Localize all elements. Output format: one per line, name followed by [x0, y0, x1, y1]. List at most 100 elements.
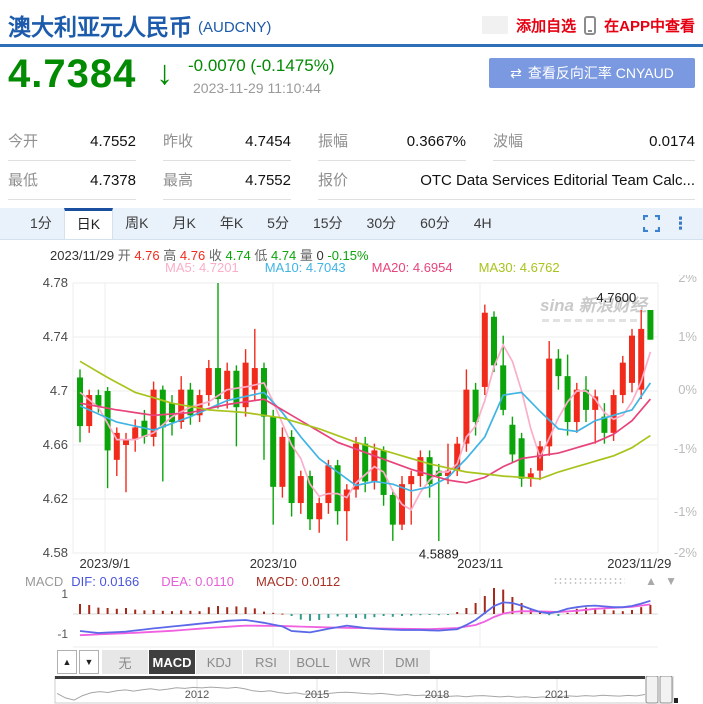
period-tab-4H[interactable]: 4H: [473, 215, 492, 231]
svg-text:4.74: 4.74: [43, 329, 68, 344]
period-tab-1分[interactable]: 1分: [30, 215, 52, 231]
page-title: 澳大利亚元人民币: [8, 14, 192, 40]
panel-down-icon[interactable]: ▼: [665, 574, 677, 588]
annotations: 4.7600 4.5889: [419, 290, 636, 562]
period-tab-周K[interactable]: 周K: [125, 215, 149, 231]
svg-text:4.62: 4.62: [43, 491, 68, 506]
price-change: -0.0070 (-0.1475%): [188, 56, 335, 75]
ma-lines: [79, 343, 652, 511]
svg-text:4.58: 4.58: [43, 545, 68, 560]
axis-labels: 4.78 4.74 4.7 4.66 4.62 4.58 2% 1% 0% -1% -1% -2% 20…: [43, 275, 698, 571]
indicator-tab-RSI[interactable]: RSI: [243, 650, 289, 674]
period-tab-bar: 1分 日K 周K 月K 年K 5分 15分 30分 60分 4H ⋮: [0, 208, 703, 240]
candlestick-chart[interactable]: sina 新浪财经 4.78 4.74 4.7 4.66 4.62 4.58 2% 1% 0% -1…: [0, 275, 703, 575]
svg-text:4.5889: 4.5889: [419, 546, 459, 561]
period-tab-60分[interactable]: 60分: [420, 215, 450, 231]
swap-icon: ⇄: [510, 64, 522, 81]
period-tab-30分[interactable]: 30分: [366, 215, 397, 231]
phone-icon: [584, 15, 597, 35]
svg-text:-2%: -2%: [674, 545, 698, 560]
svg-text:2012: 2012: [185, 689, 209, 701]
panel-up-icon[interactable]: ▲: [645, 574, 657, 588]
stats-row-1: 今开 4.7552 昨收 4.7454 振幅 0.3667% 波幅 0.0174: [8, 122, 695, 161]
resize-handle-dots[interactable]: [553, 577, 625, 586]
quote-timestamp: 2023-11-29 11:10:44: [193, 80, 321, 96]
ma-line-MA20: [79, 398, 652, 484]
selected-range-bar: [55, 676, 645, 679]
svg-text:2%: 2%: [678, 275, 697, 285]
svg-text:2023/10: 2023/10: [250, 556, 297, 571]
period-tab-15分[interactable]: 15分: [312, 215, 343, 231]
stat-振幅: 振幅 0.3667%: [318, 122, 466, 161]
period-tab-日K[interactable]: 日K: [63, 208, 114, 239]
period-tab-5分[interactable]: 5分: [267, 215, 289, 231]
fullscreen-icon[interactable]: [643, 215, 660, 232]
ma-legend-item: MA20: 4.6954: [371, 260, 453, 275]
indicator-tab-MACD[interactable]: MACD: [149, 650, 195, 674]
reverse-rate-button[interactable]: ⇄ 查看反向汇率 CNYAUD: [489, 58, 695, 88]
down-arrow-icon: ↓: [156, 54, 173, 92]
ma-legend-item: MA5: 4.7201: [165, 260, 239, 275]
stat-波幅: 波幅 0.0174: [493, 122, 695, 161]
header-divider: [0, 44, 703, 47]
current-price: 4.7384: [8, 52, 137, 96]
indicator-tab-无[interactable]: 无: [102, 650, 148, 674]
stat-报价: 报价 OTC Data Services Editorial Team Calc.…: [318, 161, 695, 200]
macd-header: MACD DIF: 0.0166 DEA: 0.0110 MACD: 0.0112 ▲…: [25, 574, 685, 590]
indicator-tab-DMI[interactable]: DMI: [384, 650, 430, 674]
stat-最低: 最低 4.7378: [8, 161, 136, 200]
indicator-tab-WR[interactable]: WR: [337, 650, 383, 674]
svg-text:-1%: -1%: [674, 504, 698, 519]
macd-chart[interactable]: 1 -1: [0, 588, 703, 650]
add-watchlist-link[interactable]: 添加自选: [516, 17, 577, 35]
macd-header-item: MACD: [25, 574, 64, 589]
svg-text:-1%: -1%: [674, 441, 698, 456]
svg-text:2023/9/1: 2023/9/1: [80, 556, 131, 571]
history-sparkline: [56, 686, 646, 701]
macd-header-item: DEA: 0.0110: [161, 574, 234, 589]
symbol-code: (AUDCNY): [198, 18, 272, 36]
stats-table: 今开 4.7552 昨收 4.7454 振幅 0.3667% 波幅 0.0174 最低 4.73…: [8, 122, 695, 200]
svg-text:0%: 0%: [678, 382, 697, 397]
timeline-navigator[interactable]: 2012 2015 2018 2021: [0, 676, 703, 704]
scale-down-button[interactable]: ▼: [79, 650, 99, 674]
svg-text:sina 新浪财经: sina 新浪财经: [540, 296, 649, 315]
star-icon[interactable]: [482, 16, 509, 34]
svg-text:4.7: 4.7: [50, 383, 68, 398]
macd-header-item: DIF: 0.0166: [71, 574, 140, 589]
quote-section: 4.7384 ↓ -0.0070 (-0.1475%) 2023-11-29 1…: [8, 52, 695, 112]
svg-text:2021: 2021: [545, 689, 569, 701]
dif-line: [79, 599, 651, 634]
stat-今开: 今开 4.7552: [8, 122, 136, 161]
svg-text:2015: 2015: [305, 689, 329, 701]
stat-昨收: 昨收 4.7454: [163, 122, 291, 161]
ma-legend-item: MA30: 4.6762: [478, 260, 560, 275]
header-actions: 添加自选 在APP中查看: [482, 15, 695, 36]
view-in-app-link[interactable]: 在APP中查看: [604, 17, 695, 35]
svg-text:1%: 1%: [678, 329, 697, 344]
ma-legend: MA5: 4.7201 MA10: 4.7043 MA20: 4.6954 MA30:…: [165, 260, 586, 275]
indicator-tab-BOLL[interactable]: BOLL: [290, 650, 336, 674]
more-options-icon[interactable]: ⋮: [672, 214, 689, 233]
macd-histogram: [79, 588, 652, 621]
stat-最高: 最高 4.7552: [163, 161, 291, 200]
svg-text:2023/11: 2023/11: [457, 556, 503, 571]
period-tab-年K[interactable]: 年K: [219, 215, 244, 231]
macd-header-item: MACD: 0.0112: [255, 574, 341, 589]
period-tab-月K[interactable]: 月K: [172, 215, 196, 231]
indicator-tab-KDJ[interactable]: KDJ: [196, 650, 242, 674]
scale-up-button[interactable]: ▲: [57, 650, 77, 674]
svg-text:4.66: 4.66: [43, 437, 68, 452]
svg-text:4.78: 4.78: [43, 275, 68, 290]
ohlc-info-line: 2023/11/29 开 4.76 高 4.76 收 4.74 低 4.74 量…: [50, 248, 369, 263]
ma-line-MA30: [79, 360, 651, 480]
svg-text:4.7600: 4.7600: [596, 290, 636, 305]
page-header: 澳大利亚元人民币 (AUDCNY) 添加自选 在APP中查看: [8, 8, 695, 42]
svg-text:-1: -1: [57, 627, 68, 641]
stats-row-2: 最低 4.7378 最高 4.7552 报价 OTC Data Services Edit…: [8, 161, 695, 200]
chart-toolbar-icons: ⋮: [643, 208, 703, 239]
navigator-slider-handle[interactable]: [645, 676, 673, 704]
svg-text:1: 1: [61, 588, 68, 601]
indicator-tab-bar: ▲ ▼ 无 MACD KDJ RSI BOLL WR DMI: [57, 650, 430, 674]
